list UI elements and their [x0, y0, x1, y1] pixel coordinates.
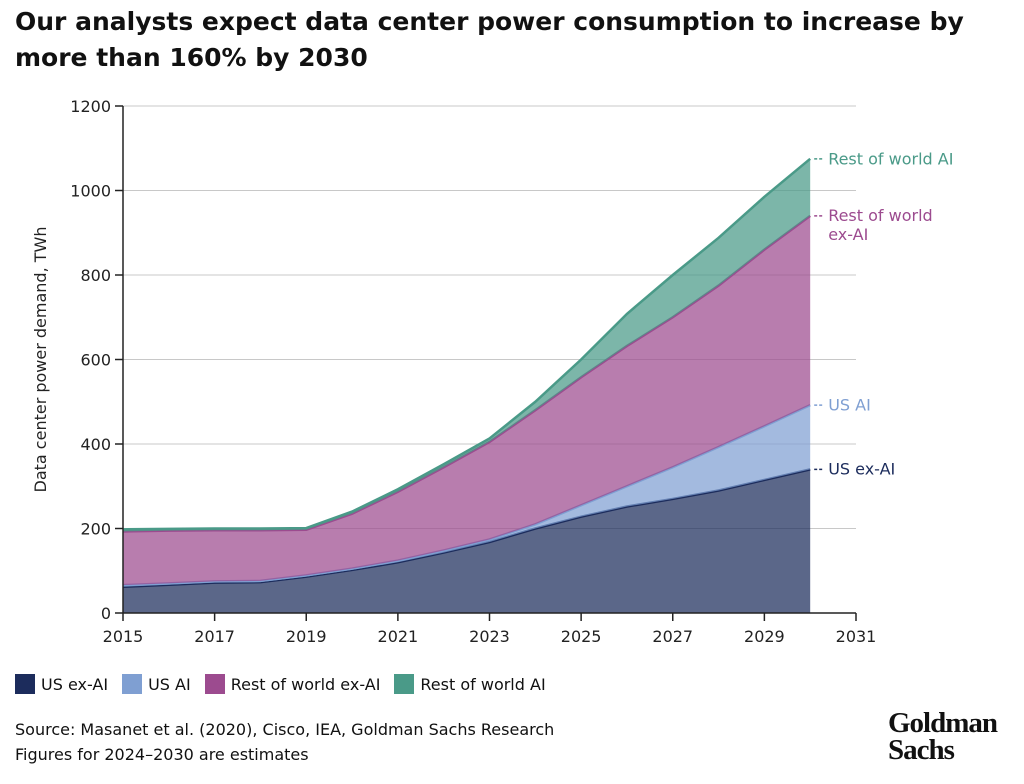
x-tick-label: 2027	[652, 627, 693, 646]
x-tick-label: 2029	[744, 627, 785, 646]
y-tick-label: 400	[80, 435, 111, 454]
logo: Goldman Sachs	[888, 707, 998, 766]
series-label: Rest of world AI	[828, 149, 954, 169]
legend-label: US AI	[148, 674, 191, 694]
source: Source: Masanet et al. (2020), Cisco, IE…	[15, 720, 555, 739]
y-tick-label: 1200	[70, 97, 111, 116]
logo-line: Sachs	[888, 734, 955, 766]
legend-item: US AI	[122, 674, 191, 694]
legend-label: US ex-AI	[41, 674, 109, 694]
area	[123, 405, 811, 587]
legend-item: Rest of world ex-AI	[204, 674, 381, 694]
y-tick-label: 200	[80, 520, 111, 539]
legend-label: Rest of world ex-AI	[230, 674, 381, 694]
x-tick-label: 2017	[194, 627, 235, 646]
area	[123, 215, 811, 586]
series-label: US ex-AI	[828, 459, 896, 479]
y-tick-label: 1000	[70, 182, 111, 201]
x-tick-label: 2025	[561, 627, 602, 646]
legend-swatch	[204, 674, 225, 694]
legend-label: Rest of world AI	[420, 674, 546, 694]
x-tick-label: 2015	[103, 627, 144, 646]
area-line	[122, 157, 811, 531]
legend: US ex-AI US AI Rest of world ex-AI Rest of …	[15, 674, 546, 694]
logo-line: Goldman	[888, 707, 998, 739]
y-axis-label: Data center power demand, TWh	[31, 227, 50, 493]
series-label: Rest of world ex-AI	[828, 205, 933, 244]
y-tick-label: 800	[80, 266, 111, 285]
note: Figures for 2024–2030 are estimates	[15, 745, 309, 764]
y-tick-label: 0	[101, 604, 111, 623]
legend-swatch	[122, 674, 143, 694]
legend-item: Rest of world AI	[394, 674, 546, 694]
legend-swatch	[394, 674, 415, 694]
legend-swatch	[15, 674, 35, 694]
x-tick-label: 2019	[286, 627, 327, 646]
y-tick-label: 600	[80, 351, 111, 370]
x-tick-label: 2023	[469, 627, 510, 646]
x-tick-label: 2021	[378, 627, 419, 646]
x-tick-label: 2031	[836, 627, 877, 646]
series-label: US AI	[828, 395, 871, 415]
chart-title: Our analysts expect data center power co…	[15, 7, 964, 72]
legend-item: US ex-AI	[15, 674, 108, 694]
